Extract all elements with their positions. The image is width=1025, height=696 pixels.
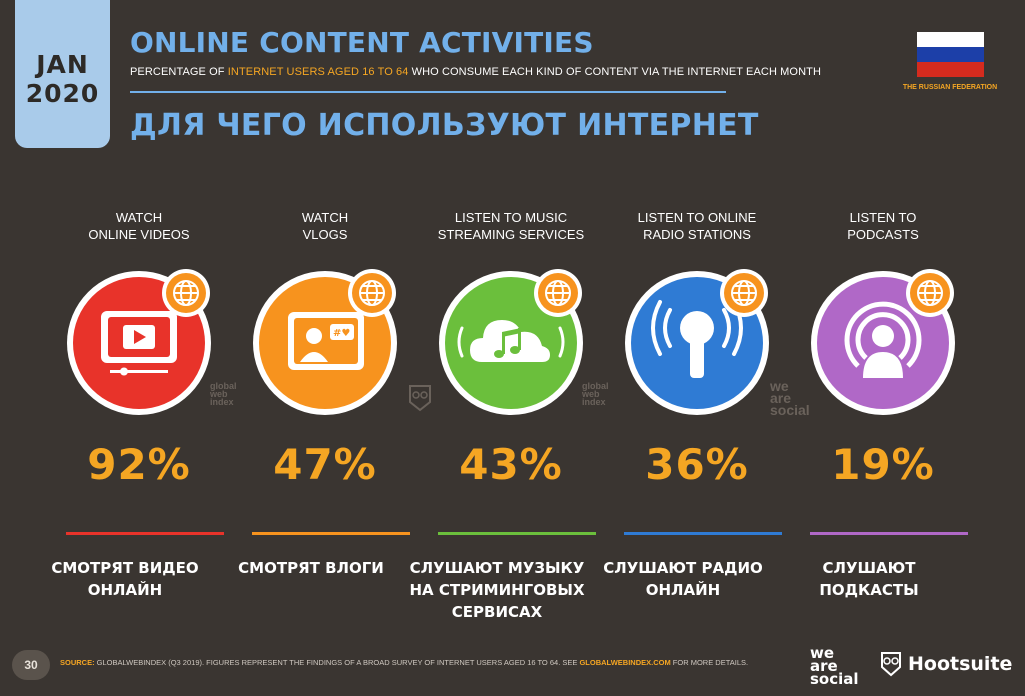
activity-podcasts: LISTEN TO PODCASTS 19% СЛУШАЮТ ПОДКАСТЫ [790, 0, 976, 696]
activity-bar [66, 532, 224, 535]
title-divider [130, 91, 726, 93]
page-subtitle: PERCENTAGE OF INTERNET USERS AGED 16 TO … [130, 66, 821, 78]
gwi-watermark: global web index [210, 381, 237, 407]
activity-online-radio: LISTEN TO ONLINE RADIO STATIONS we are soci… [603, 0, 809, 696]
activity-label-ru: СМОТРЯТ ВЛОГИ [238, 559, 384, 577]
activity-label-ru: СМОТРЯТ ВИДЕО ОНЛАЙН [51, 559, 199, 599]
activity-music-streaming: LISTEN TO MUSIC STREAMING SERVICES global… [409, 0, 608, 696]
activity-bar [252, 532, 410, 535]
cloud-music-icon [439, 269, 583, 415]
date-badge: JAN 2020 [15, 0, 110, 148]
activity-value: 92% [87, 440, 191, 489]
activity-value: 36% [645, 440, 749, 489]
hootsuite-logo: Hootsuite [880, 649, 1012, 679]
page-title-ru: ДЛЯ ЧЕГО ИСПОЛЬЗУЮТ ИНТЕРНЕТ [130, 108, 759, 143]
activity-value: 43% [459, 440, 563, 489]
activity-bar [810, 532, 968, 535]
radio-antenna-icon [625, 269, 769, 415]
activity-label: LISTEN TO ONLINE RADIO STATIONS [637, 210, 757, 242]
gwi-watermark: global web index [582, 381, 609, 407]
country-label: THE RUSSIAN FEDERATION [902, 84, 998, 91]
video-player-icon [67, 269, 211, 415]
activity-label-ru: СЛУШАЮТ ПОДКАСТЫ [819, 559, 919, 599]
source-note: SOURCE: GLOBALWEBINDEX (Q3 2019). FIGURE… [60, 658, 749, 667]
russia-flag-icon [917, 32, 984, 77]
activity-value: 19% [831, 440, 935, 489]
activity-online-videos: WATCH ONLINE VIDEOS global web index 92% СМ… [46, 0, 236, 696]
activity-label: LISTEN TO MUSIC STREAMING SERVICES [437, 210, 585, 242]
we-are-social-logo: we are social [810, 644, 859, 688]
activity-label-ru: СЛУШАЮТ РАДИО ОНЛАЙН [603, 559, 763, 599]
owl-icon [881, 652, 901, 677]
owl-watermark-icon [409, 385, 431, 412]
date-month: JAN [36, 50, 89, 79]
activity-label: WATCH VLOGS [301, 210, 349, 242]
activity-bar [438, 532, 596, 535]
activity-label: WATCH ONLINE VIDEOS [88, 210, 190, 242]
source-link[interactable]: GLOBALWEBINDEX.COM [579, 658, 671, 667]
vlogger-icon: #♥ [253, 269, 397, 415]
date-year: 2020 [25, 79, 100, 108]
activity-bar [624, 532, 782, 535]
was-watermark: we are social [770, 378, 810, 418]
page-number: 30 [12, 650, 50, 680]
svg-text:#♥: #♥ [333, 328, 350, 339]
page-title: ONLINE CONTENT ACTIVITIES [130, 26, 594, 59]
podcast-icon [811, 269, 955, 415]
activity-vlogs: WATCH VLOGS #♥ 47% СМОТРЯТ ВЛОГИ [232, 0, 431, 696]
activity-label: LISTEN TO PODCASTS [847, 210, 919, 242]
activity-value: 47% [273, 440, 377, 489]
activity-label-ru: СЛУШАЮТ МУЗЫКУ НА СТРИМИНГОВЫХ СЕРВИСАХ [409, 559, 585, 621]
